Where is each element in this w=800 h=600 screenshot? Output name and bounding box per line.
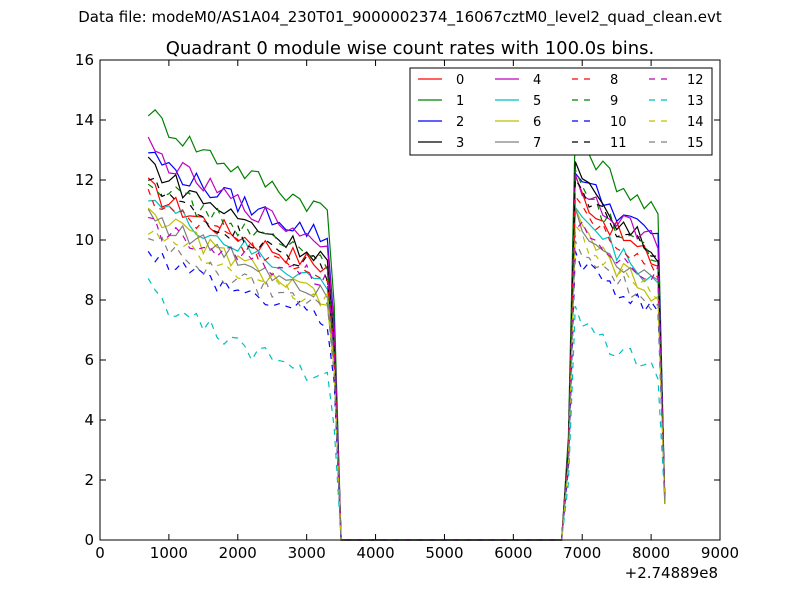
series-line-4 <box>147 136 666 541</box>
legend-label-12: 12 <box>687 73 704 88</box>
y-tick-label: 2 <box>84 471 94 489</box>
x-tick-label: 7000 <box>563 544 601 562</box>
y-tick-label: 0 <box>84 531 94 549</box>
y-tick-label: 6 <box>84 351 94 369</box>
x-tick-label: 8000 <box>632 544 670 562</box>
x-tick-label: 0 <box>95 544 105 562</box>
axis-ticks: 0 1000 2000 3000 4000 5000 6000 7000 8000 9000 0 2 4… <box>75 51 739 562</box>
legend-label-13: 13 <box>687 94 704 109</box>
file-title: Data file: modeM0/AS1A04_230T01_90000023… <box>78 8 722 26</box>
series-line-7 <box>147 207 666 541</box>
series-line-15 <box>148 236 666 541</box>
series-line-10 <box>147 250 666 541</box>
x-offset-label: +2.74889e8 <box>625 564 718 582</box>
legend-label-11: 11 <box>610 136 627 151</box>
plot-frame <box>99 59 721 541</box>
x-tick-label: 4000 <box>356 544 394 562</box>
legend-label-5: 5 <box>533 94 541 109</box>
legend-label-3: 3 <box>456 136 464 151</box>
series-line-11 <box>148 177 666 541</box>
legend-label-7: 7 <box>533 136 541 151</box>
series-line-12 <box>148 216 666 541</box>
series-line-1 <box>147 109 666 541</box>
x-tick-label: 9000 <box>701 544 739 562</box>
legend-label-1: 1 <box>456 94 464 109</box>
series-line-5 <box>148 199 666 541</box>
series-line-14 <box>147 223 666 541</box>
y-tick-label: 14 <box>75 111 94 129</box>
y-tick-label: 16 <box>75 51 94 69</box>
y-tick-label: 12 <box>75 171 94 189</box>
legend-label-10: 10 <box>610 115 627 130</box>
x-tick-label: 3000 <box>288 544 326 562</box>
legend-label-0: 0 <box>456 73 464 88</box>
series-line-13 <box>147 278 666 541</box>
y-tick-label: 8 <box>84 291 94 309</box>
series-line-2 <box>148 151 666 541</box>
series-line-9 <box>147 169 666 541</box>
series-line-0 <box>147 175 666 541</box>
legend-box <box>409 67 713 156</box>
legend-label-9: 9 <box>610 94 618 109</box>
legend-label-6: 6 <box>533 115 541 130</box>
x-tick-label: 2000 <box>219 544 257 562</box>
legend-label-14: 14 <box>687 115 704 130</box>
series-line-8 <box>147 188 666 541</box>
legend-label-4: 4 <box>533 73 541 88</box>
chart-title: Quadrant 0 module wise count rates with … <box>166 38 655 59</box>
x-tick-label: 6000 <box>494 544 532 562</box>
series-line-3 <box>147 156 666 541</box>
x-tick-label: 5000 <box>425 544 463 562</box>
y-tick-label: 10 <box>75 231 94 249</box>
legend-label-8: 8 <box>610 73 618 88</box>
y-tick-label: 4 <box>84 411 94 429</box>
x-tick-label: 1000 <box>150 544 188 562</box>
legend-label-2: 2 <box>456 115 464 130</box>
legend-label-15: 15 <box>687 136 704 151</box>
plot-area <box>147 109 666 541</box>
